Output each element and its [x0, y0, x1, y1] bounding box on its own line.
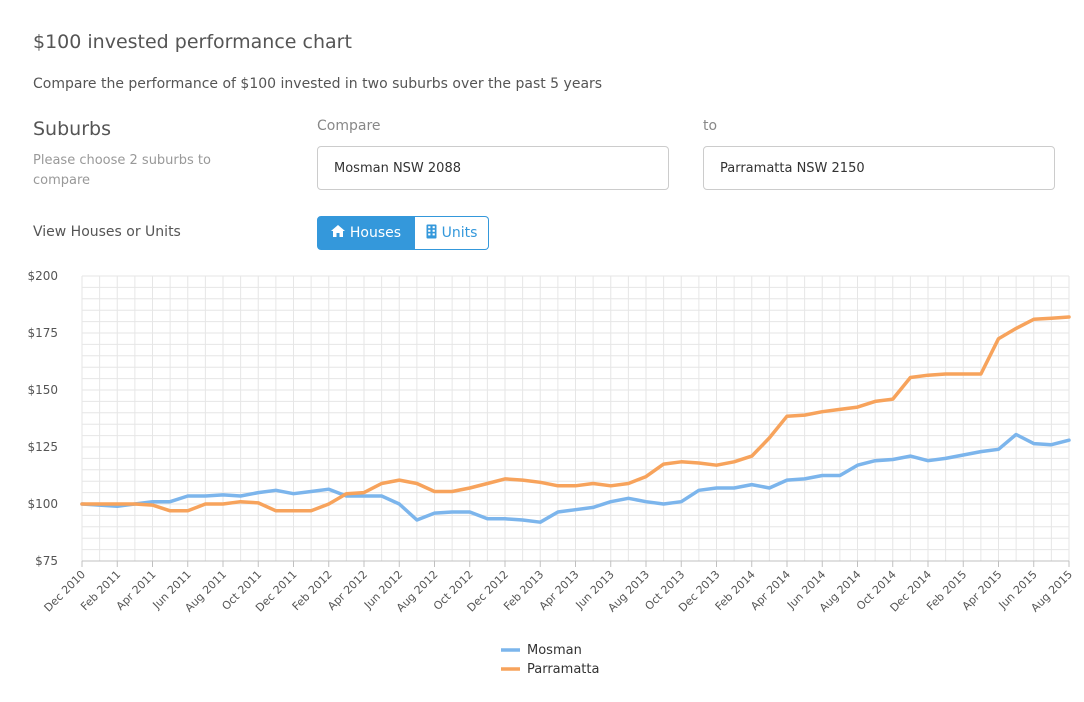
x-tick-label: Jun 2015 — [996, 568, 1040, 612]
x-tick-label: Dec 2012 — [465, 568, 512, 615]
x-tick-label: Oct 2013 — [642, 568, 687, 613]
property-type-toggle: Houses Units — [317, 216, 489, 250]
series-line-mosman — [80, 432, 1071, 524]
x-tick-label: Apr 2014 — [748, 568, 793, 613]
x-tick-label: Apr 2011 — [114, 568, 159, 613]
y-tick-label: $100 — [27, 497, 58, 511]
x-tick-label: Oct 2011 — [219, 568, 264, 613]
x-tick-label: Feb 2012 — [290, 568, 335, 613]
y-tick-label: $75 — [35, 554, 58, 568]
x-tick-label: Dec 2013 — [676, 568, 723, 615]
legend-label-parramatta: Parramatta — [527, 662, 599, 677]
to-suburb-input[interactable] — [703, 146, 1055, 190]
x-tick-label: Oct 2012 — [431, 568, 476, 613]
x-tick-label: Jun 2011 — [150, 568, 194, 612]
x-tick-label: Feb 2013 — [501, 568, 546, 613]
compare-suburb-input[interactable] — [317, 146, 669, 190]
view-type-label: View Houses or Units — [33, 224, 181, 240]
series-line-parramatta — [80, 315, 1071, 513]
houses-button[interactable]: Houses — [317, 216, 415, 250]
x-tick-label: Dec 2014 — [888, 568, 935, 615]
x-tick-label: Apr 2015 — [960, 568, 1005, 613]
units-button[interactable]: Units — [415, 216, 489, 250]
x-tick-label: Apr 2012 — [325, 568, 370, 613]
houses-button-label: Houses — [349, 225, 402, 241]
y-tick-label: $200 — [27, 269, 58, 283]
x-tick-label: Apr 2013 — [537, 568, 582, 613]
suburbs-help-text: Please choose 2 suburbs to compare — [33, 153, 211, 188]
x-tick-label: Jun 2012 — [361, 568, 405, 612]
page-description: Compare the performance of $100 invested… — [33, 76, 603, 92]
x-tick-label: Aug 2014 — [817, 568, 864, 615]
suburbs-heading: Suburbs — [33, 118, 111, 140]
series-lines — [80, 315, 1071, 524]
page-title: $100 invested performance chart — [33, 30, 352, 53]
y-tick-label: $150 — [27, 383, 58, 397]
x-tick-label: Aug 2013 — [605, 568, 652, 615]
x-tick-label: Jun 2014 — [784, 568, 828, 612]
y-axis: $75 $100 $125 $150 $175 $200 — [27, 269, 58, 568]
x-tick-label: Aug 2015 — [1028, 568, 1075, 615]
building-icon — [426, 224, 437, 243]
x-tick-label: Feb 2014 — [713, 568, 758, 613]
x-tick-label: Feb 2011 — [78, 568, 123, 613]
units-button-label: Units — [441, 225, 478, 241]
x-tick-label: Feb 2015 — [924, 568, 969, 613]
home-icon — [330, 225, 345, 241]
y-tick-label: $125 — [27, 440, 58, 454]
x-tick-label: Aug 2011 — [182, 568, 229, 615]
x-tick-label: Dec 2010 — [42, 568, 89, 615]
legend-label-mosman: Mosman — [527, 643, 582, 658]
y-tick-label: $175 — [27, 326, 58, 340]
x-tick-label: Oct 2014 — [854, 568, 899, 613]
x-tick-label: Dec 2011 — [253, 568, 300, 615]
x-tick-label: Aug 2012 — [394, 568, 441, 615]
chart-grid — [81, 275, 1070, 562]
x-tick-label: Jun 2013 — [573, 568, 617, 612]
to-label: to — [703, 118, 718, 134]
compare-label: Compare — [317, 118, 381, 134]
chart-legend: Mosman Parramatta — [501, 643, 599, 677]
